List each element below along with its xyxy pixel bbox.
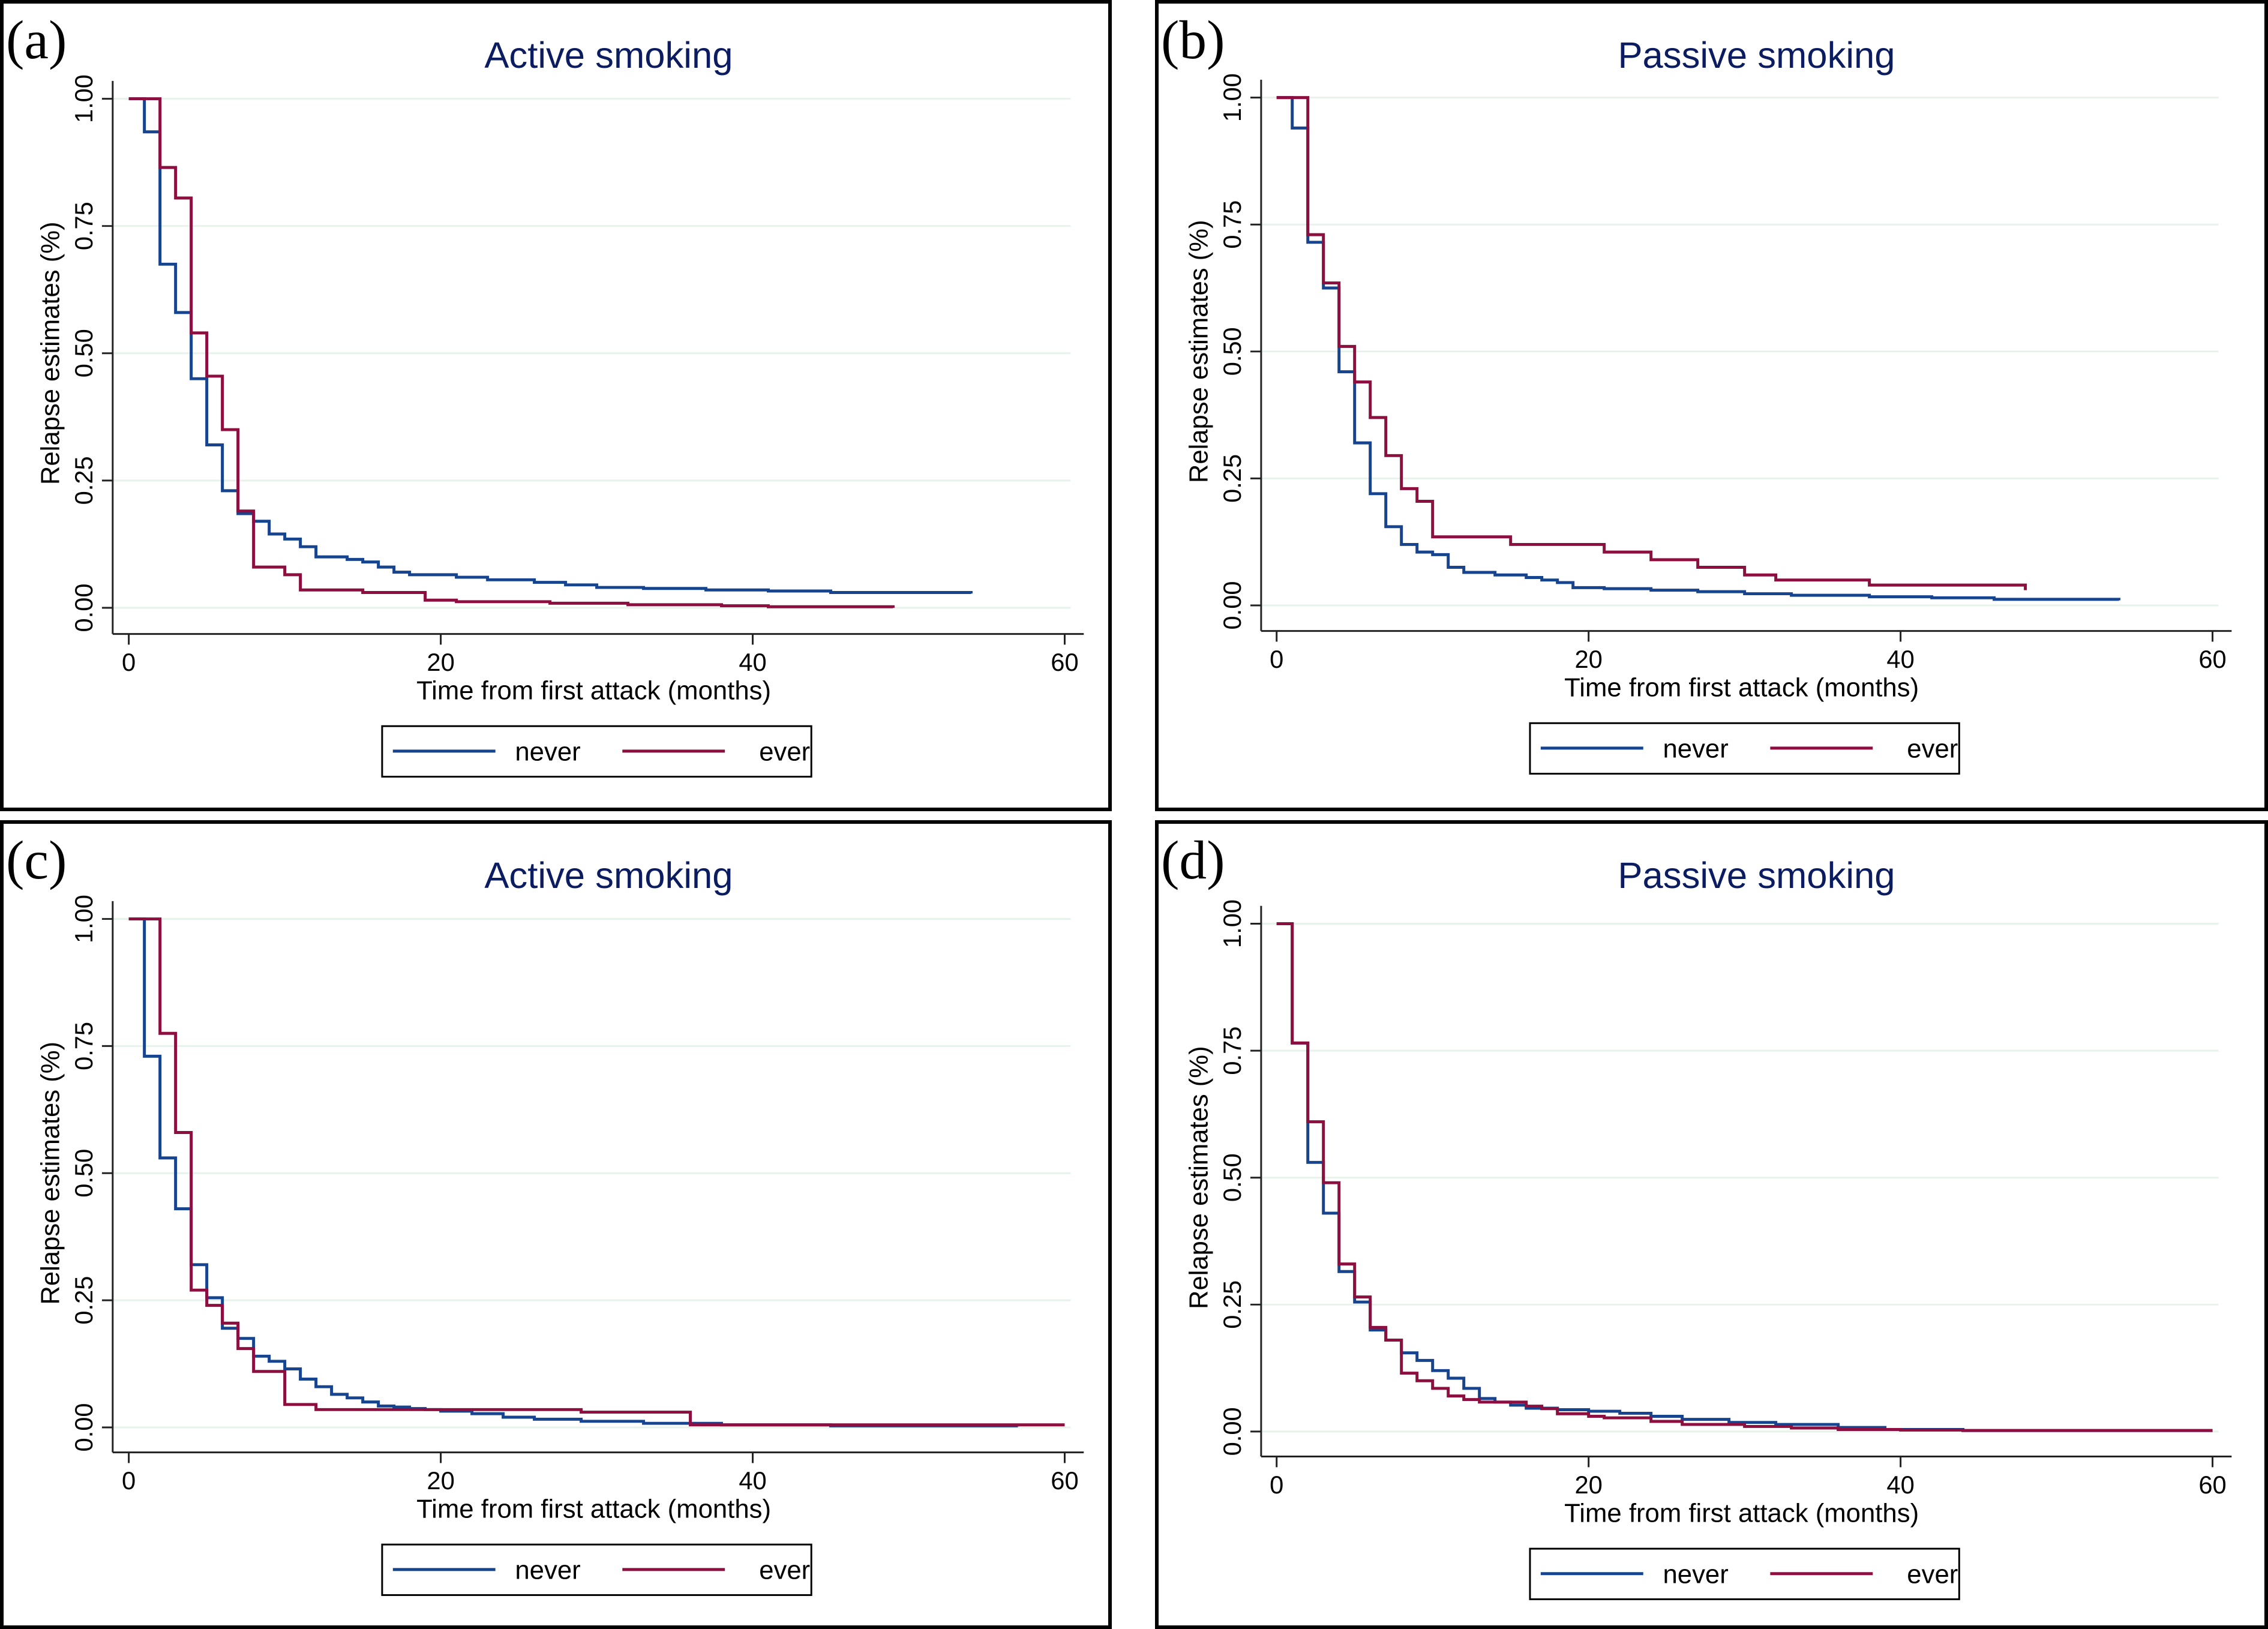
- y-tick-label: 0.50: [1218, 327, 1246, 376]
- x-tick-label: 20: [1574, 1471, 1602, 1499]
- x-tick-label: 0: [122, 1466, 136, 1495]
- x-tick-label: 60: [2198, 1471, 2226, 1499]
- y-tick-label: 0.25: [70, 1276, 98, 1325]
- y-tick-label: 0.50: [1218, 1153, 1246, 1202]
- panel-label: (c): [6, 830, 67, 890]
- panel-c-active-smoking: (c) Active smoking 0.00 0.25 0.50 0.75 1.00 0 20…: [0, 820, 1112, 1629]
- y-tick-label: 0.75: [70, 202, 98, 250]
- y-axis-title: Relapse estimates (%): [1184, 1046, 1213, 1309]
- panel-label: (a): [6, 10, 67, 70]
- legend-label-never: never: [1663, 734, 1728, 764]
- x-tick-label: 60: [1051, 1466, 1078, 1495]
- y-tick-label: 0.50: [70, 329, 98, 377]
- legend-label-never: never: [1663, 1560, 1728, 1589]
- chart-title: Active smoking: [484, 35, 733, 76]
- y-tick-label: 0.00: [70, 583, 98, 632]
- y-tick-label: 0.25: [70, 456, 98, 505]
- y-axis-title: Relapse estimates (%): [35, 1042, 65, 1305]
- y-tick-label: 0.00: [1218, 1407, 1246, 1456]
- panel-d-passive-smoking: (d) Passive smoking 0.00 0.25 0.50 0.75 1.00 0 2…: [1155, 820, 2268, 1629]
- panel-a-active-smoking: (a) Active smoking 0.00 0.25 0.50 0.75 1.00 0 20…: [0, 0, 1112, 811]
- legend-label-ever: ever: [759, 737, 810, 767]
- legend-label-never: never: [515, 737, 580, 767]
- panel-label: (d): [1161, 830, 1225, 890]
- legend-label-ever: ever: [1907, 734, 1958, 764]
- x-tick-label: 20: [427, 648, 454, 676]
- y-tick-label: 0.00: [1218, 581, 1246, 630]
- km-chart: (d) Passive smoking 0.00 0.25 0.50 0.75 1.00 0 2…: [1161, 830, 2232, 1600]
- y-tick-label: 0.25: [1218, 454, 1246, 503]
- x-axis-title: Time from first attack (months): [416, 676, 771, 706]
- x-tick-label: 20: [1574, 645, 1602, 673]
- y-tick-label: 0.75: [70, 1022, 98, 1070]
- km-chart: (a) Active smoking 0.00 0.25 0.50 0.75 1.00 0 20…: [6, 10, 1084, 778]
- x-tick-label: 60: [2198, 645, 2226, 673]
- legend-label-ever: ever: [1907, 1560, 1958, 1589]
- chart-title: Passive smoking: [1618, 35, 1895, 76]
- y-tick-label: 0.75: [1218, 200, 1246, 249]
- x-tick-label: 20: [427, 1466, 454, 1495]
- y-tick-label: 0.00: [70, 1403, 98, 1451]
- panel-b-passive-smoking: (b) Passive smoking 0.00 0.25 0.50 0.75 1.00 0 2…: [1155, 0, 2268, 811]
- x-axis-title: Time from first attack (months): [1564, 673, 1919, 703]
- x-axis-title: Time from first attack (months): [1564, 1499, 1919, 1528]
- legend-label-ever: ever: [759, 1556, 810, 1585]
- y-axis-title: Relapse estimates (%): [1184, 220, 1213, 483]
- km-curve-never: [1276, 922, 2213, 1432]
- legend: never ever: [1529, 1547, 1960, 1600]
- chart-title: Active smoking: [484, 855, 733, 896]
- x-tick-label: 40: [739, 1466, 766, 1495]
- x-tick-label: 40: [739, 648, 766, 676]
- panel-label: (b): [1161, 10, 1225, 70]
- y-tick-label: 0.50: [70, 1149, 98, 1198]
- legend: never ever: [381, 1543, 812, 1596]
- y-tick-label: 0.75: [1218, 1027, 1246, 1075]
- y-axis-title: Relapse estimates (%): [35, 221, 65, 485]
- y-tick-label: 1.00: [1218, 73, 1246, 122]
- y-tick-label: 1.00: [1218, 899, 1246, 948]
- km-curve-never: [128, 97, 973, 595]
- km-chart: (b) Passive smoking 0.00 0.25 0.50 0.75 1.00 0 2…: [1161, 10, 2232, 775]
- km-chart: (c) Active smoking 0.00 0.25 0.50 0.75 1.00 0 20…: [6, 830, 1084, 1596]
- x-axis-title: Time from first attack (months): [416, 1495, 771, 1524]
- km-curve-ever: [1276, 922, 2213, 1432]
- km-curve-never: [1276, 96, 2121, 601]
- km-curve-ever: [128, 917, 1065, 1427]
- legend-label-never: never: [515, 1556, 580, 1585]
- km-curve-ever: [128, 97, 895, 608]
- x-tick-label: 0: [122, 648, 136, 676]
- x-tick-label: 0: [1270, 645, 1283, 673]
- x-tick-label: 60: [1051, 648, 1078, 676]
- y-tick-label: 0.25: [1218, 1280, 1246, 1329]
- legend: never ever: [381, 725, 812, 778]
- km-curve-never: [128, 917, 1019, 1427]
- legend: never ever: [1529, 722, 1960, 775]
- x-tick-label: 40: [1886, 645, 1914, 673]
- km-curve-ever: [1276, 96, 2027, 590]
- y-tick-label: 1.00: [70, 895, 98, 943]
- y-tick-label: 1.00: [70, 74, 98, 123]
- x-tick-label: 40: [1886, 1471, 1914, 1499]
- chart-title: Passive smoking: [1618, 855, 1895, 896]
- x-tick-label: 0: [1270, 1471, 1283, 1499]
